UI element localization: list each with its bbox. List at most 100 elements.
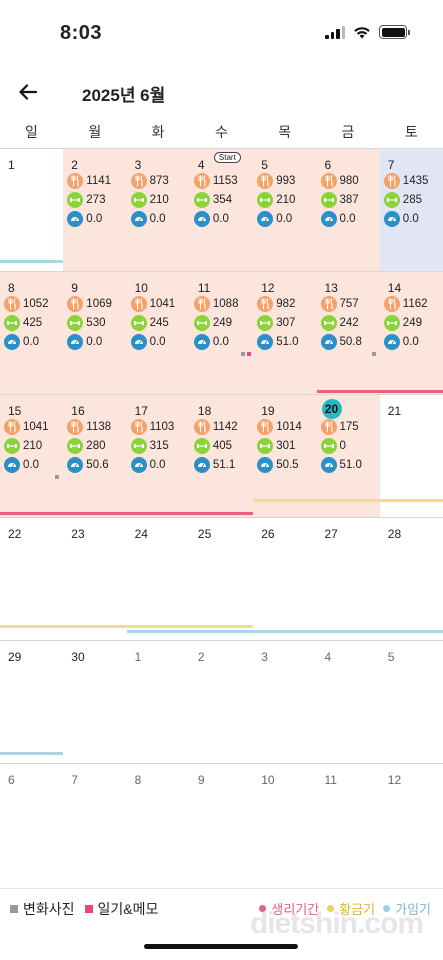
day-cell[interactable]: 29 [0,641,64,763]
day-cell[interactable]: 12 982 307 51.0 [253,272,317,394]
scale-icon [67,211,84,227]
back-button[interactable] [14,78,42,106]
food-value: 980 [339,175,359,187]
fork-knife-icon [67,419,84,435]
day-number: 12 [387,773,402,787]
day-cell[interactable]: 14 1162 249 0.0 [379,272,443,394]
legend-diary: 일기&메모 [84,899,158,919]
day-cell[interactable]: 2 1141 273 0.0 [63,149,128,271]
legend-photo: 변화사진 [10,899,75,919]
day-number: 7 [387,158,395,172]
weight-value: 0.0 [339,213,356,225]
day-cell[interactable]: 25 [190,518,254,640]
day-cell[interactable]: 7 1435 285 0.0 [379,149,443,271]
status-bar: 8:03 [0,0,443,60]
day-cell[interactable]: 18 1142 405 51.1 [189,395,254,517]
day-number: 16 [71,404,85,418]
day-cell[interactable]: 6 [0,764,64,886]
exercise-value: 249 [402,317,422,329]
scale-icon [130,334,147,350]
day-number: 22 [8,527,22,541]
day-number: 11 [324,773,337,787]
day-number: 13 [324,281,338,295]
food-value: 175 [339,421,359,433]
exercise-value: 210 [23,440,43,452]
food-value: 1052 [23,298,49,310]
food-value: 1142 [212,421,238,433]
day-cell[interactable]: 8 [127,764,191,886]
diary-marker [246,352,251,356]
exercise-value: 210 [276,194,296,206]
photo-marker [371,352,376,356]
day-cell[interactable]: 11 [317,764,381,886]
fork-knife-icon [257,419,274,435]
day-cell[interactable]: 13 757 242 50.8 [316,272,381,394]
dumbbell-icon [257,438,274,454]
day-cell[interactable]: 23 [63,518,127,640]
day-cell[interactable]: 30 [63,641,127,763]
exercise-metric: 425 [4,315,42,331]
day-number: 28 [387,527,402,541]
fertile-cycle-bar [126,630,443,633]
day-cell[interactable]: 20 175 0 51.0 [316,395,381,517]
dumbbell-icon [193,315,210,331]
day-cell[interactable]: 7 [63,764,127,886]
food-metric: 1041 [4,419,49,435]
weight-metric: 0.0 [67,334,102,350]
scale-icon [67,457,84,473]
day-cell[interactable]: 3 [253,641,317,763]
day-cell[interactable]: 28 [380,518,443,640]
day-number: 2 [197,650,205,664]
day-cell[interactable]: 10 [253,764,317,886]
food-metric: 982 [257,296,295,312]
dumbbell-icon [130,438,147,454]
day-cell[interactable]: 22 [0,518,64,640]
dumbbell-icon [257,192,274,208]
exercise-value: 354 [212,194,233,206]
fork-knife-icon [383,173,400,189]
day-cell[interactable]: 11 1088 249 0.0 [189,272,254,394]
day-cell[interactable]: 10 1041 245 0.0 [126,272,191,394]
legend-period-label: 생리기간 [271,902,320,917]
day-cell[interactable]: 8 1052 425 0.0 [0,272,64,394]
food-metric: 1041 [130,296,175,312]
day-cell[interactable]: 9 [190,764,254,886]
day-cell[interactable]: 1 [127,641,191,763]
day-cell[interactable]: 2 [190,641,254,763]
exercise-value: 249 [212,317,233,329]
day-cell[interactable]: 21 [380,395,443,517]
day-cell[interactable]: 3 873 210 0.0 [126,149,191,271]
day-cell[interactable]: 17 1103 315 0.0 [126,395,191,517]
weight-metric: 51.0 [257,334,299,350]
day-number: 10 [134,281,148,295]
scale-icon [193,457,210,473]
day-cell[interactable]: 12 [380,764,443,886]
day-cell[interactable]: 9 1069 530 0.0 [63,272,128,394]
day-cell[interactable]: 19 1014 301 50.5 [253,395,317,517]
weight-metric: 50.6 [67,457,109,473]
legend-cycle: 생리기간 황금기 가임기 [259,899,431,918]
day-cell[interactable]: 1 [0,149,64,271]
day-cell[interactable]: 5 [380,641,443,763]
day-cell[interactable]: 4 Start 1153 354 0.0 [189,149,254,271]
dumbbell-icon [193,192,210,208]
fork-knife-icon [4,419,20,435]
today-day-number: 20 [321,399,342,419]
day-cell[interactable]: 15 1041 210 0.0 [0,395,64,517]
dumbbell-icon [67,315,84,331]
food-value: 1141 [86,175,112,187]
scale-icon [193,334,210,350]
day-cell[interactable]: 24 [127,518,191,640]
day-cell[interactable]: 5 993 210 0.0 [253,149,317,271]
weight-metric: 50.8 [320,334,362,350]
weight-metric: 0.0 [130,211,166,227]
day-cell[interactable]: 4 [317,641,381,763]
day-cell[interactable]: 16 1138 280 50.6 [63,395,128,517]
weight-value: 0.0 [212,336,229,348]
dumbbell-icon [193,438,210,454]
day-cell[interactable]: 27 [317,518,381,640]
day-cell[interactable]: 26 [253,518,317,640]
fork-knife-icon [193,419,210,435]
day-cell[interactable]: 6 980 387 0.0 [316,149,381,271]
month-title[interactable]: 2025년 6월 [82,86,166,105]
